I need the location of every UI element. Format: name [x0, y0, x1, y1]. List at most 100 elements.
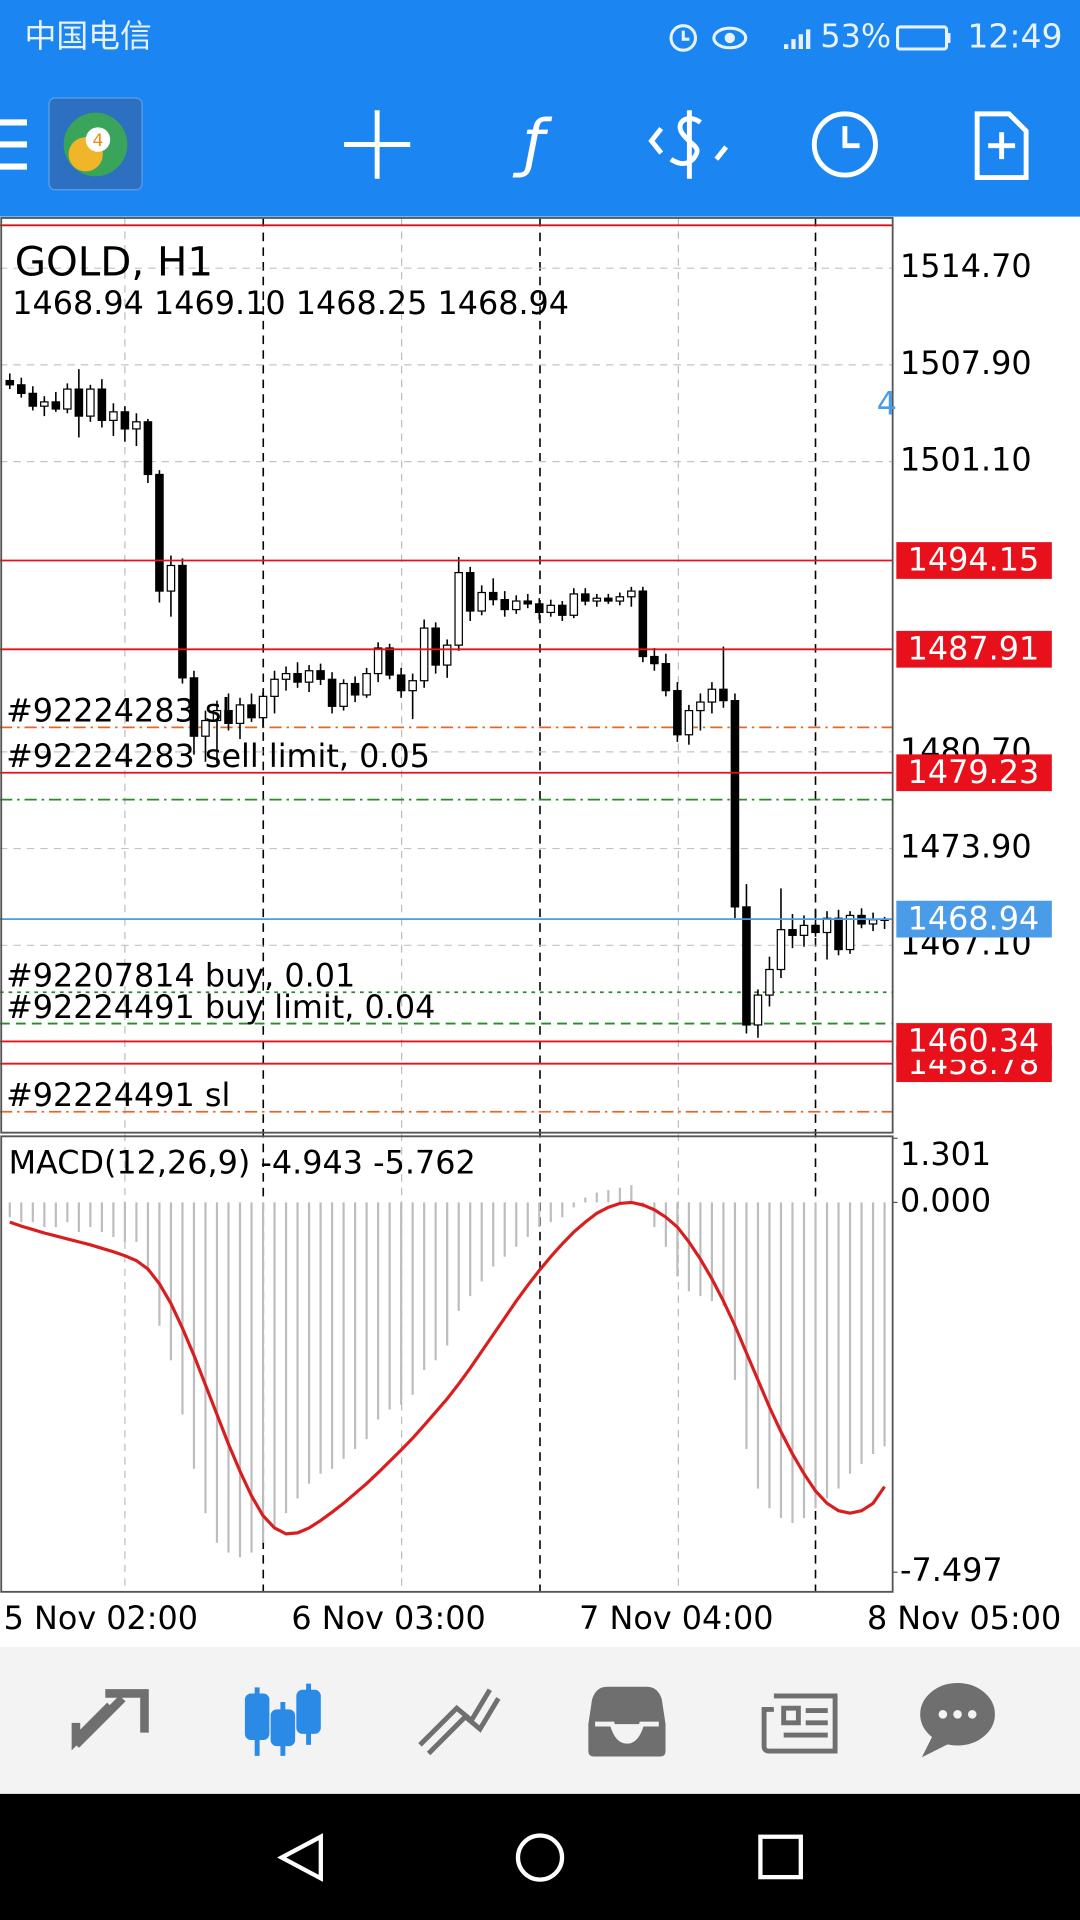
x-tick-label: 7 Nov 04:00	[579, 1599, 773, 1637]
candle-body	[419, 627, 429, 682]
x-tick-label: 6 Nov 03:00	[291, 1599, 485, 1637]
candle-body	[500, 599, 510, 611]
bottom-nav	[0, 1646, 1080, 1794]
home-button[interactable]	[515, 1833, 565, 1882]
trade-button[interactable]	[648, 110, 729, 179]
candle-body	[558, 604, 567, 616]
candle-body	[74, 388, 84, 417]
candle-body	[465, 571, 475, 612]
chart-title: GOLD, H1	[15, 237, 213, 285]
candle-body	[396, 674, 406, 692]
candle-body	[661, 663, 671, 692]
edge-mark: 4	[877, 384, 897, 422]
y-tick-label: -7.497	[900, 1551, 1003, 1589]
candle-body	[339, 682, 348, 707]
candle-body	[868, 919, 878, 925]
candle-body	[132, 421, 141, 430]
candle-body	[212, 709, 222, 722]
candle-body	[316, 670, 325, 680]
candle-body	[120, 411, 130, 430]
news-tab[interactable]	[761, 1693, 838, 1754]
candle-body	[811, 924, 820, 934]
candle-body	[696, 701, 705, 712]
price-tag-label: 1479.23	[908, 753, 1040, 791]
order-label: #92224283 sl	[6, 692, 230, 730]
candle-body	[742, 906, 751, 1026]
system-buttons	[277, 1833, 803, 1882]
price-tag	[896, 754, 1052, 792]
candle-body	[51, 401, 61, 410]
nav-icons	[71, 1683, 995, 1758]
candle-body	[488, 591, 498, 601]
candle-body	[408, 680, 417, 692]
y-tick-label: 1514.70	[900, 247, 1032, 285]
ohlc-readout: 1468.94 1469.10 1468.25 1468.94	[12, 284, 569, 322]
candle-body	[442, 644, 452, 666]
candle-body	[270, 678, 279, 697]
day-separators	[262, 217, 817, 1592]
y-tick-label: 1.301	[900, 1135, 991, 1173]
clock: 12:49	[967, 16, 1062, 55]
macd-title: MACD(12,26,9) -4.943 -5.762	[9, 1143, 476, 1181]
price-tag-label: 1468.94	[908, 899, 1040, 937]
candle-body	[201, 719, 210, 737]
candle-body	[707, 688, 717, 703]
price-tag	[896, 630, 1052, 668]
candle-body	[845, 914, 855, 951]
axes: 1514.701507.901501.101480.701473.901467.…	[4, 247, 1062, 1637]
candle-body	[109, 411, 118, 421]
candle-body	[511, 600, 521, 611]
order-label: #92224491 sl	[6, 1076, 230, 1114]
candle-body	[17, 384, 26, 394]
candle-body	[592, 597, 602, 602]
candle-body	[673, 690, 682, 736]
y-tick-label: 1501.10	[900, 441, 1032, 479]
candle-body	[385, 647, 394, 676]
x-tick-label: 8 Nov 05:00	[867, 1599, 1061, 1637]
candle-body	[235, 704, 245, 725]
candle-body	[534, 603, 544, 614]
candle-body	[178, 564, 187, 679]
quotes-tab[interactable]	[71, 1689, 149, 1751]
candle-body	[166, 564, 176, 592]
x-tick-label: 5 Nov 02:00	[4, 1599, 198, 1637]
recents-button[interactable]	[758, 1834, 803, 1880]
candle-body	[569, 593, 579, 616]
candle-body	[834, 917, 843, 951]
candle-body	[224, 709, 233, 725]
order-label: #92207814 buy, 0.01	[6, 957, 355, 995]
app-logo[interactable]: 4	[48, 97, 143, 191]
candle-body	[638, 590, 648, 658]
crosshair-button[interactable]	[344, 110, 411, 179]
candle-body	[373, 647, 383, 675]
y-tick-label: 1473.90	[900, 828, 1032, 866]
candle-body	[684, 709, 694, 736]
candle-body	[362, 672, 371, 696]
candle-body	[822, 917, 832, 934]
price-tag	[896, 542, 1052, 579]
svg-text:4: 4	[93, 131, 104, 151]
trade-tab[interactable]	[418, 1688, 501, 1756]
period-button[interactable]	[811, 111, 878, 178]
candle-body	[5, 379, 15, 386]
back-button[interactable]	[277, 1833, 323, 1882]
history-tab[interactable]	[588, 1686, 666, 1757]
candle-body	[97, 388, 107, 421]
candle-body	[546, 604, 556, 614]
order-label: #92224283 sell limit, 0.05	[6, 737, 430, 775]
chart-tab[interactable]	[244, 1683, 321, 1756]
order-label: #92224491 buy limit, 0.04	[6, 988, 435, 1026]
candle-body	[281, 672, 291, 680]
app-bar	[0, 0, 1080, 217]
signal-line	[9, 1200, 886, 1536]
price-tag-label: 1487.91	[908, 629, 1040, 667]
chat-tab[interactable]	[920, 1683, 995, 1758]
new-order-button[interactable]	[974, 111, 1029, 180]
candle-body	[776, 929, 786, 971]
candle-body	[143, 421, 153, 476]
candle-body	[155, 473, 164, 592]
candle-body	[615, 596, 625, 602]
menu-button[interactable]	[0, 119, 27, 170]
candle-body	[627, 590, 636, 598]
